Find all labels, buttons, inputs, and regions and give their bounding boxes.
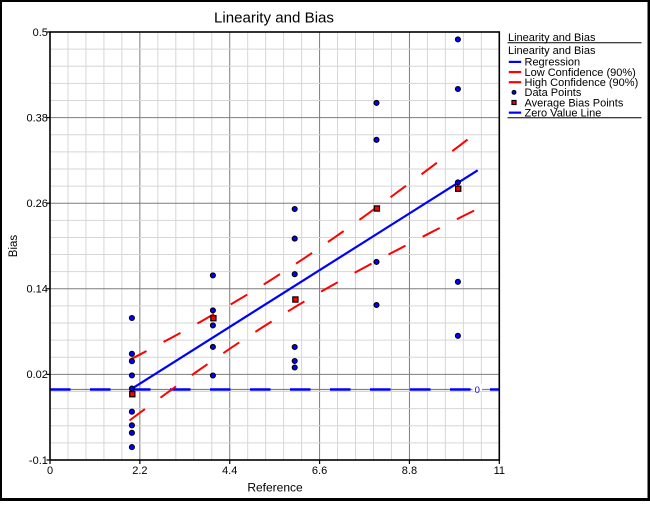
svg-text:-0.1: -0.1 [29, 455, 48, 467]
svg-text:6.6: 6.6 [312, 465, 327, 477]
svg-text:Reference: Reference [247, 481, 303, 495]
svg-text:Bias: Bias [8, 235, 20, 258]
svg-text:Linearity and Bias: Linearity and Bias [508, 45, 596, 57]
svg-text:0: 0 [47, 465, 53, 477]
svg-text:0.14: 0.14 [26, 284, 47, 296]
svg-text:4.4: 4.4 [222, 465, 237, 477]
svg-text:0.5: 0.5 [33, 27, 48, 39]
svg-text:11: 11 [494, 465, 505, 477]
svg-text:0.02: 0.02 [26, 369, 47, 381]
svg-text:0.26: 0.26 [26, 198, 47, 210]
svg-text:2.2: 2.2 [132, 465, 147, 477]
svg-text:8.8: 8.8 [402, 465, 417, 477]
svg-text:0.38: 0.38 [26, 112, 47, 124]
svg-text:0: 0 [475, 385, 480, 396]
svg-text:Linearity and Bias: Linearity and Bias [214, 10, 334, 27]
